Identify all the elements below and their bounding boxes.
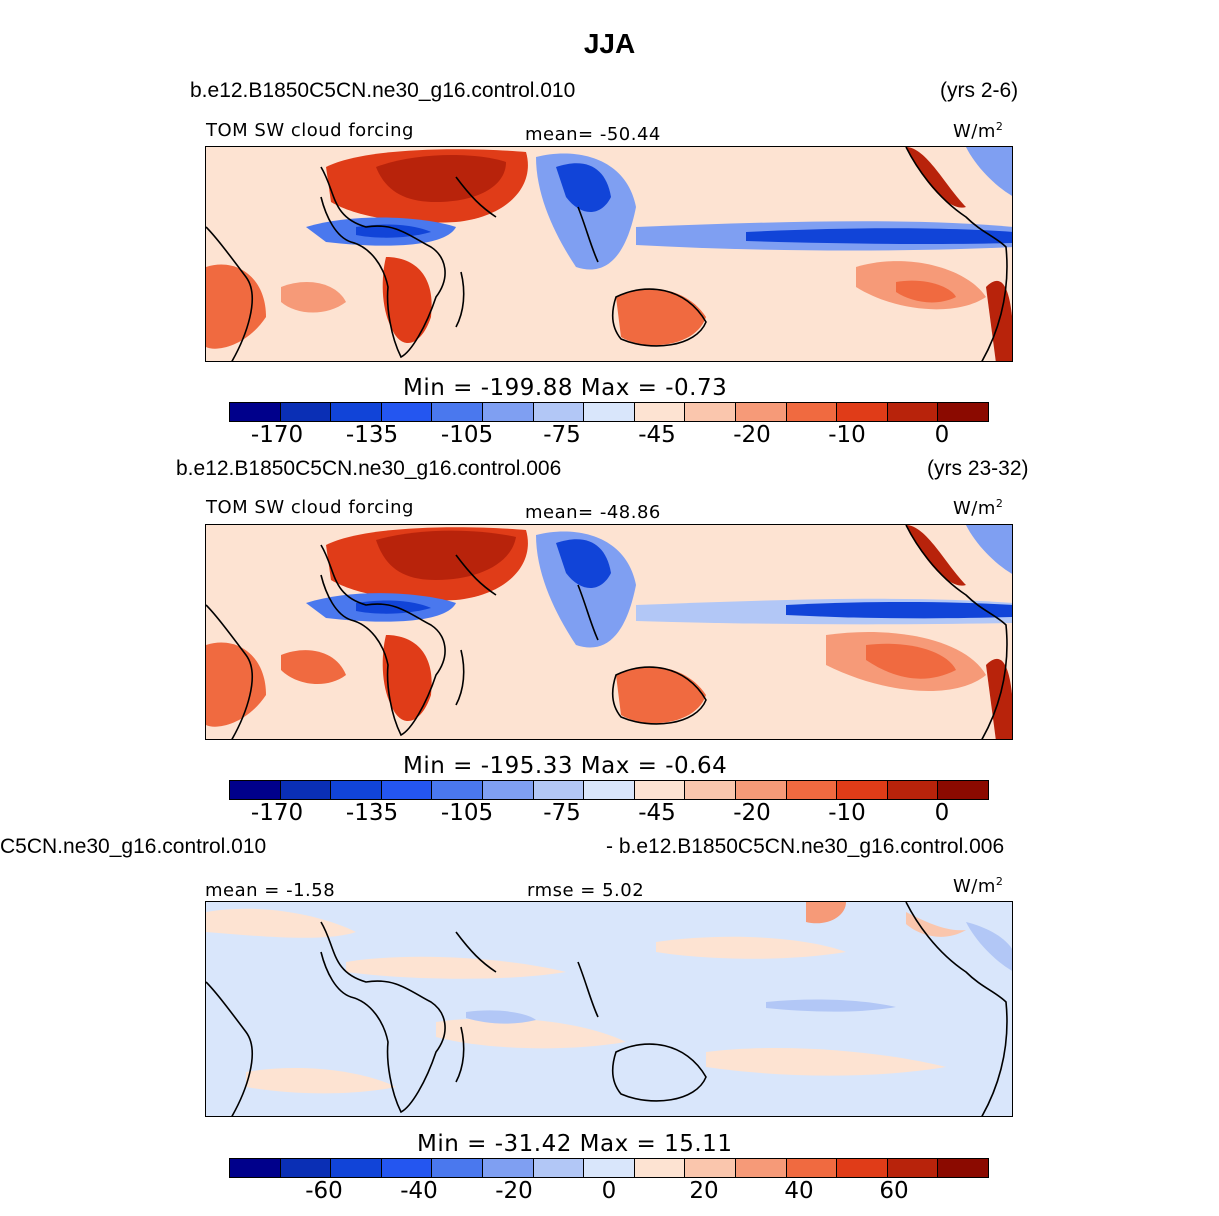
panel3-minmax: Min = -31.42 Max = 15.11 [417,1131,733,1157]
panel2-mean-label: mean= -48.86 [525,502,661,523]
panel1-colorbar-tick: -75 [543,422,581,448]
panel3-colorbar-tick: 40 [784,1178,814,1204]
panel1-units: W/m2 [953,120,1004,142]
panel3-rmse-label: rmse = 5.02 [527,880,645,901]
panel3-colorbar-tick: 0 [601,1178,617,1204]
panel3-mean-label: mean = -1.58 [205,880,336,901]
panel3-colorbar-tick: -60 [305,1178,343,1204]
panel1-colorbar-tick: -10 [828,422,866,448]
panel2-units: W/m2 [953,497,1004,519]
panel2-colorbar-tick: -170 [250,800,304,826]
panel2-years: (yrs 23-32) [927,457,1029,480]
panel1-colorbar-tick: -45 [638,422,676,448]
figure-title: JJA [583,28,636,59]
panel2-minmax: Min = -195.33 Max = -0.64 [403,753,728,779]
panel2-colorbar-tick: -135 [345,800,399,826]
panel3-colorbar-tick: -20 [495,1178,533,1204]
panel3-colorbar-tick: 60 [879,1178,909,1204]
panel1-colorbar-tick: -135 [345,422,399,448]
panel1-mean-label: mean= -50.44 [525,124,661,145]
panel1-case-name: b.e12.B1850C5CN.ne30_g16.control.010 [190,79,576,102]
panel3-colorbar-tick: -40 [400,1178,438,1204]
panel2-colorbar-tick: 0 [934,800,950,826]
panel1-years: (yrs 2-6) [940,79,1019,102]
panel2-colorbar-tick: -45 [638,800,676,826]
panel2-colorbar-tick: -10 [828,800,866,826]
panel1-colorbar-tick: -105 [440,422,494,448]
panel3-units: W/m2 [953,875,1004,897]
panel1-variable-label: TOM SW cloud forcing [206,120,414,141]
panel2-colorbar-tick: -105 [440,800,494,826]
panel2-map [205,524,1013,740]
panel3-subtracted-case: - b.e12.B1850C5CN.ne30_g16.control.006 [606,835,1005,858]
panel3-case-name: C5CN.ne30_g16.control.010 [0,835,267,858]
panel3-map [205,901,1013,1117]
panel2-colorbar-tick: -20 [733,800,771,826]
panel1-colorbar-tick: -20 [733,422,771,448]
panel1-map [205,146,1013,362]
panel1-colorbar [229,402,989,422]
panel2-colorbar-tick: -75 [543,800,581,826]
panel1-minmax: Min = -199.88 Max = -0.73 [403,375,728,401]
panel2-variable-label: TOM SW cloud forcing [206,497,414,518]
panel2-colorbar [229,780,989,800]
panel1-colorbar-tick: 0 [934,422,950,448]
panel2-case-name: b.e12.B1850C5CN.ne30_g16.control.006 [176,457,562,480]
panel3-colorbar [229,1158,989,1178]
panel3-colorbar-tick: 20 [689,1178,719,1204]
panel1-colorbar-tick: -170 [250,422,304,448]
